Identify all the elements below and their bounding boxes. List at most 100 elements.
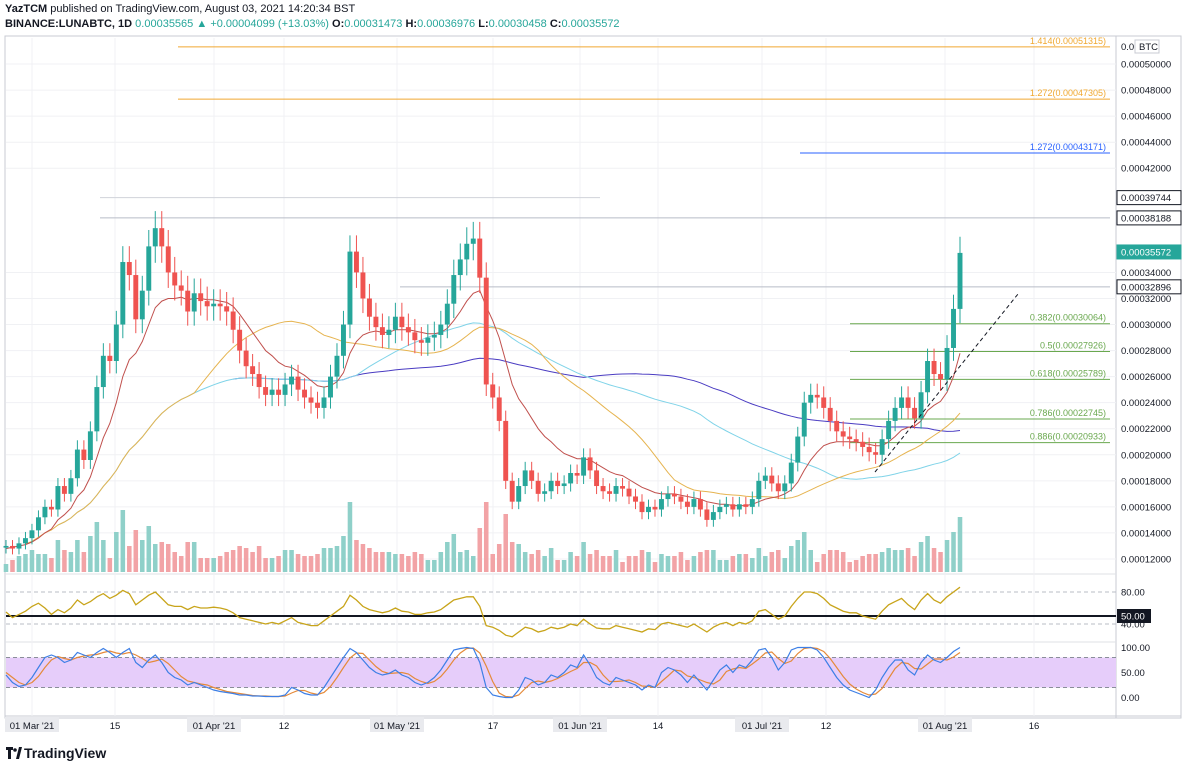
candle-body: [925, 361, 931, 393]
price-tick-label: 0.0: [1121, 42, 1134, 53]
candle-body: [243, 350, 249, 367]
candle-body: [490, 384, 496, 398]
ma-200-line: [233, 357, 961, 432]
candle-body: [522, 470, 528, 487]
volume-bar: [568, 552, 573, 572]
candle-body: [639, 501, 645, 513]
candle-body: [282, 384, 288, 395]
candle-body: [671, 493, 677, 497]
candle-body: [237, 329, 243, 351]
volume-bar: [191, 542, 197, 572]
volume-bar: [698, 552, 703, 572]
candle-body: [87, 431, 93, 460]
candle-body: [886, 420, 892, 440]
volume-bar: [185, 542, 190, 572]
candle-body: [574, 473, 580, 476]
volume-bar: [341, 536, 346, 572]
publisher-name[interactable]: YazTCM: [5, 3, 48, 15]
candle-body: [321, 397, 327, 408]
candle-body: [892, 407, 898, 421]
time-tick-highlight: [370, 717, 424, 732]
candle-body: [951, 308, 956, 348]
time-tick-label: 16: [1029, 721, 1040, 732]
volume-bar: [633, 556, 638, 572]
candle-body: [133, 275, 139, 320]
candle-body: [665, 493, 671, 500]
time-tick-label: 12: [821, 721, 832, 732]
candle-body: [496, 397, 502, 421]
price-tick-label: 0.00016000: [1121, 502, 1171, 513]
volume-bar: [120, 510, 126, 572]
candle-body: [120, 262, 126, 325]
candle-body: [477, 238, 483, 278]
volume-bar: [256, 546, 262, 572]
candle-body: [542, 491, 548, 494]
candle-body: [185, 290, 191, 312]
stoch-tick-label: 0.00: [1121, 693, 1140, 704]
volume-bar: [652, 562, 658, 572]
candle-body: [269, 389, 275, 395]
volume-bar: [68, 552, 74, 572]
time-tick-highlight: [735, 717, 789, 732]
symbol-label[interactable]: BINANCE:LUNABTC, 1D: [5, 18, 133, 30]
volume-bar: [821, 554, 826, 572]
volume-bar: [600, 556, 606, 572]
candle-body: [529, 470, 535, 481]
price-tick-label: 0.00030000: [1121, 320, 1171, 331]
stoch-band: [6, 657, 1116, 688]
volume-bar: [328, 548, 333, 572]
volume-bar: [406, 556, 411, 572]
volume-bar: [243, 548, 249, 572]
volume-bar: [860, 556, 865, 572]
volume-bar: [477, 528, 483, 572]
candle-body: [152, 228, 158, 247]
volume-bar: [594, 550, 599, 572]
candle-body: [302, 389, 307, 398]
volume-bar: [146, 526, 152, 572]
candle-body: [341, 324, 346, 356]
volume-bar: [847, 562, 852, 572]
candle-body: [74, 449, 80, 479]
volume-bar: [711, 550, 716, 572]
candle-body: [697, 499, 703, 510]
volume-bar: [101, 540, 106, 572]
candle-body: [315, 402, 320, 408]
candle-body: [633, 496, 638, 502]
candle-body: [944, 347, 950, 380]
candle-body: [548, 480, 554, 492]
volume-bar: [23, 554, 28, 572]
time-tick-highlight: [553, 717, 607, 732]
candle-body: [659, 499, 664, 510]
time-tick-label: 01 Aug '21: [923, 721, 968, 732]
candle-body: [769, 475, 775, 484]
candle-body: [879, 439, 885, 455]
time-tick-label: 01 Apr '21: [193, 721, 236, 732]
candle-body: [646, 506, 651, 513]
volume-bar: [912, 556, 917, 572]
candle-body: [457, 259, 463, 276]
volume-bar: [250, 552, 255, 572]
candle-body: [3, 545, 9, 548]
candle-body: [710, 512, 716, 520]
chart-canvas[interactable]: 01 Mar '21 15 01 Apr '21 12 01 May '21 17 01 J…: [0, 0, 1186, 744]
volume-bar: [380, 552, 385, 572]
candle-body: [503, 420, 509, 481]
candle-body: [866, 446, 872, 453]
volume-bar: [302, 556, 307, 572]
candle-body: [723, 504, 729, 507]
candle-body: [814, 394, 820, 398]
price-tick-label: 0.00026000: [1121, 372, 1171, 383]
volume-bar: [776, 550, 781, 572]
candle-body: [328, 376, 333, 398]
price-tick-label: 0.00032000: [1121, 294, 1171, 305]
candle-body: [918, 392, 924, 419]
rsi-tick-label: 50.00: [1121, 612, 1145, 623]
high-label: H:: [405, 18, 418, 30]
candle-body: [224, 306, 230, 312]
candle-body: [373, 316, 379, 328]
candle-body: [172, 272, 178, 286]
volume-bar: [10, 560, 15, 572]
candle-body: [788, 462, 794, 484]
candle-body: [464, 243, 470, 260]
candle-body: [587, 457, 593, 471]
